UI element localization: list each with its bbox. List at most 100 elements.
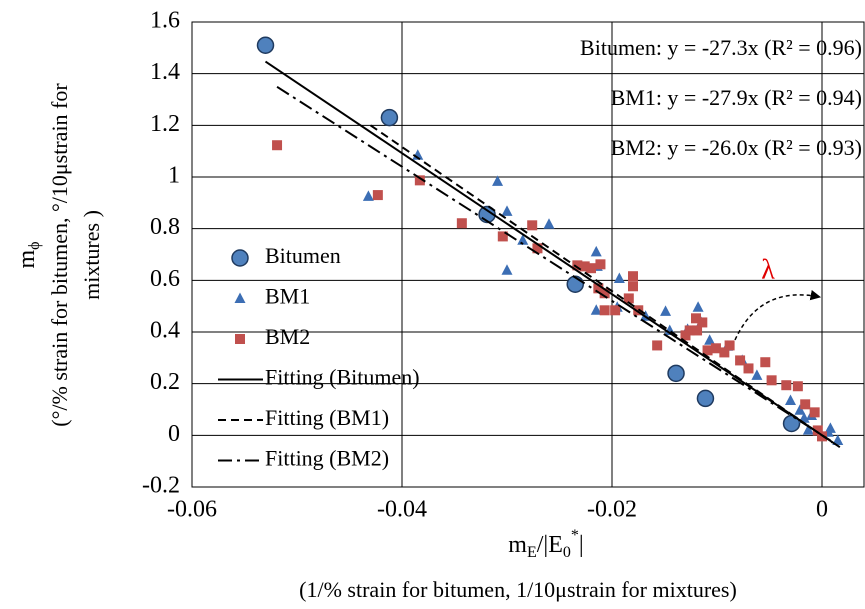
point [380,108,399,127]
y-tick-label: 1.6 [150,8,180,34]
annotation-arrow [734,290,822,341]
legend-marker [234,292,246,303]
point [599,288,610,299]
plot-marks [256,36,844,449]
point [456,218,467,229]
point [812,425,823,436]
point [628,271,638,282]
y-tick-label: 0 [168,421,180,447]
point [272,140,283,151]
point [719,347,730,358]
x-tick-label: -0.06 [167,497,217,523]
grid: -0.2 0 0.2 0.4 0.6 0.8 1 1.2 1.4 1.6 -0.06 -0.04 -0.… [142,8,865,523]
equation: BM2: y = -26.0x (R² = 0.93) [611,135,862,160]
point [256,36,275,54]
point [610,305,621,316]
y-tick-label: 0.6 [150,266,180,292]
point [692,325,703,336]
point [590,304,602,315]
legend-label: BM1 [265,284,310,309]
point [751,369,763,380]
x-tick-label: -0.02 [587,497,637,523]
point [760,357,771,368]
point [372,190,383,201]
equation: Bitumen: y = -27.3x (R² = 0.96) [580,35,862,60]
x-title-note: (1/% strain for bitumen, 1/10μstrain for… [299,577,737,602]
y-tick-label: -0.2 [142,473,180,499]
y-title-main: m [14,250,40,269]
legend-label: BM2 [265,324,310,349]
legend-label: Bitumen [265,243,341,268]
y-tick-label: 1.4 [150,59,180,85]
fit-line [369,124,834,444]
point [595,259,606,270]
x-title-part: 0 [563,544,571,561]
point [660,305,672,316]
legend-marker [235,334,245,344]
point [497,231,508,242]
point [832,434,844,445]
x-title-part: /|E [537,532,563,558]
point [781,380,792,391]
point [501,264,513,275]
point [785,394,796,405]
point [792,381,803,392]
point [412,149,424,160]
x-title-part: m [508,532,527,558]
point [593,283,604,294]
x-title-part: * [571,527,579,544]
y-tick-label: 1.2 [150,111,180,137]
point [802,424,814,435]
x-tick-label: 0 [816,497,828,523]
svg-text:mϕ: mϕ [14,241,43,268]
point [492,175,504,186]
point [613,272,625,284]
annotation: λ [761,254,775,285]
point [696,389,715,408]
y-tick-label: 0.2 [150,369,180,395]
point [809,407,820,418]
point [586,263,596,274]
point [684,325,695,336]
x-title-part: E [527,544,537,561]
legend-label: Fitting (BM1) [265,405,389,430]
point [691,313,701,324]
point [623,293,634,304]
point [710,343,721,354]
point [543,218,555,229]
point [362,190,374,201]
point [599,305,610,316]
point [527,220,538,231]
point [590,245,602,257]
point [628,281,638,292]
y-tick-label: 0.4 [150,318,180,344]
point [501,205,513,216]
point [800,399,811,410]
point [692,301,704,312]
point [579,261,590,272]
point [724,340,735,351]
point [572,260,583,271]
legend: Bitumen BM1 BM2 Fitting (Bitumen) Fitting (B… [218,243,420,471]
point [794,404,806,415]
point [704,334,716,345]
point [702,345,713,356]
y-tick-label: 1 [168,163,180,189]
point [743,363,754,374]
equation: BM1: y = -27.9x (R² = 0.94) [611,85,862,110]
y-tick-label: 0.8 [150,214,180,240]
y-title-line: (°/% strain for bitumen, °/10μstrain for [47,83,72,427]
x-title-part: | [579,532,584,558]
point [532,243,543,254]
fit-line [264,60,841,449]
point [735,355,746,366]
x-title: mE/|E0*| [508,527,583,561]
point [517,234,529,245]
fit-line [276,85,831,442]
point [414,175,425,186]
legend-label: Fitting (BM2) [265,446,389,471]
legend-marker [231,249,249,267]
x-tick-label: -0.04 [377,497,427,523]
point [697,317,708,328]
